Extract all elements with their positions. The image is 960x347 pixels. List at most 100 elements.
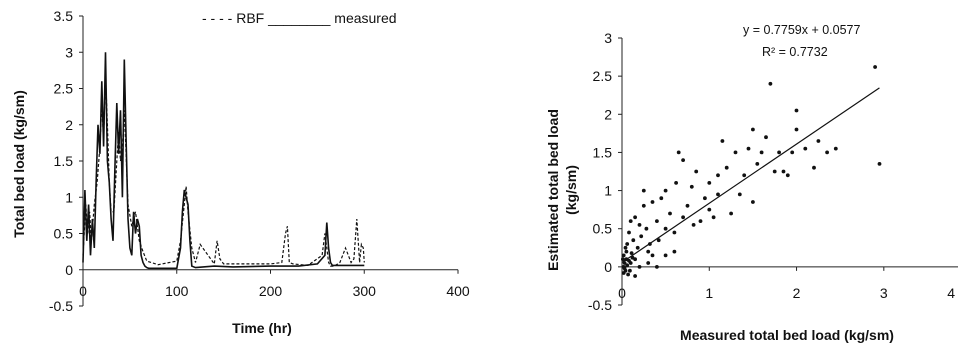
scatter-point (691, 223, 696, 227)
scatter-point (755, 162, 760, 166)
y-tick-label: -0.5 (588, 297, 612, 313)
scatter-point (877, 162, 882, 166)
scatter-point (698, 219, 703, 224)
scatter-point (794, 108, 799, 113)
scatter-point (625, 263, 630, 268)
time-series-lines (82, 52, 365, 270)
scatter-point (650, 200, 655, 204)
scatter-point (635, 245, 640, 250)
scatter-point (621, 271, 626, 275)
y-tick-label: 0.5 (593, 221, 613, 237)
y-tick-label: 2.5 (593, 68, 613, 84)
scatter-point (742, 173, 747, 178)
scatter-y-axis-label: Estimated total bed load (kg/sm) (545, 109, 579, 271)
scatter-point (621, 257, 625, 262)
time-series-chart: -0.5 0 0.5 1 1.5 2 2.5 3 3.5 0 100 200 300 400 Time (… (11, 8, 470, 336)
scatter-point (751, 127, 755, 132)
series-rbf-line (82, 73, 365, 267)
scatter-x-axis-label: Measured total bed load (kg/sm) (680, 327, 894, 343)
scatter-point (685, 203, 690, 208)
scatter-point (641, 203, 646, 208)
scatter-point (825, 150, 829, 155)
trendline (621, 87, 880, 263)
x-tick-label: 3 (880, 285, 888, 301)
time-series-x-axis-label: Time (hr) (232, 320, 292, 336)
scatter-point (681, 158, 685, 163)
scatter-point (746, 146, 751, 151)
x-tick-label: 400 (446, 283, 470, 299)
legend-text: - - - - RBF ________ measured (202, 10, 397, 26)
scatter-point (628, 261, 633, 265)
y-tick-label: 1 (65, 189, 73, 205)
scatter-point (794, 127, 799, 132)
x-tick-label: 100 (165, 283, 189, 299)
y-tick-label: 2 (604, 106, 612, 122)
scatter-axes (618, 37, 958, 306)
scatter-point (812, 165, 816, 170)
y-tick-label: 0.5 (54, 226, 74, 242)
scatter-point (707, 207, 712, 212)
x-tick-label: 0 (618, 285, 626, 301)
scatter-point (663, 253, 668, 258)
scatter-point (785, 173, 790, 178)
y-tick-label: 1 (604, 183, 612, 199)
scatter-point (659, 196, 664, 201)
scatter-point (707, 181, 712, 185)
scatter-y-axis-label-line1: Estimated total bed load (545, 109, 561, 271)
y-tick-label: 3 (604, 30, 612, 46)
scatter-point (633, 274, 637, 278)
scatter-point (655, 219, 659, 224)
y-tick-label: -0.5 (49, 298, 73, 314)
r-squared-label: R² = 0.7732 (762, 45, 828, 59)
y-tick-label: 2.5 (54, 81, 74, 97)
scatter-y-axis-label-line2: (kg/sm) (563, 165, 579, 215)
scatter-point (816, 139, 821, 143)
scatter-point (629, 251, 634, 256)
time-series-axes (79, 15, 459, 307)
scatter-point (716, 192, 720, 197)
scatter-tick-labels: -0.5 0 0.5 1 1.5 2 2.5 3 0 1 2 3 4 (588, 30, 955, 313)
scatter-point (668, 211, 672, 216)
x-tick-label: 1 (705, 285, 713, 301)
scatter-point (790, 150, 795, 155)
y-tick-label: 1.5 (54, 153, 74, 169)
scatter-point (646, 261, 651, 265)
x-tick-label: 200 (259, 283, 283, 299)
scatter-point (777, 150, 781, 155)
scatter-point (650, 253, 655, 258)
scatter-point (646, 249, 651, 254)
scatter-point (772, 169, 777, 174)
scatter-point (655, 265, 659, 269)
y-tick-label: 1.5 (593, 144, 613, 160)
scatter-point (781, 169, 786, 174)
scatter-point (633, 215, 637, 220)
scatter-point (624, 249, 629, 254)
scatter-point (674, 181, 678, 185)
scatter-point (628, 268, 632, 273)
scatter-point (672, 249, 677, 254)
scatter-points (621, 65, 882, 278)
scatter-point (663, 226, 668, 231)
scatter-chart: -0.5 0 0.5 1 1.5 2 2.5 3 0 1 2 3 4 y = 0.7759x + 0.0… (545, 23, 958, 343)
series-measured-line (82, 52, 365, 270)
x-tick-label: 4 (947, 285, 955, 301)
scatter-point (711, 215, 716, 220)
scatter-point (703, 196, 707, 201)
scatter-point (637, 265, 642, 269)
scatter-point (833, 146, 838, 151)
x-tick-label: 300 (353, 283, 377, 299)
scatter-point (764, 135, 768, 140)
scatter-point (689, 184, 694, 189)
scatter-point (637, 223, 642, 227)
scatter-point (803, 146, 808, 151)
scatter-point (625, 242, 630, 246)
y-tick-label: 0 (65, 262, 73, 278)
x-tick-label: 2 (793, 285, 801, 301)
scatter-point (639, 234, 644, 239)
scatter-point (621, 253, 626, 258)
time-series-y-axis-label: Total bed load (kg/sm) (11, 90, 27, 238)
x-tick-label: 0 (79, 283, 87, 299)
scatter-point (656, 238, 661, 243)
time-series-tick-labels: -0.5 0 0.5 1 1.5 2 2.5 3 3.5 0 100 200 300 400 (49, 8, 470, 314)
